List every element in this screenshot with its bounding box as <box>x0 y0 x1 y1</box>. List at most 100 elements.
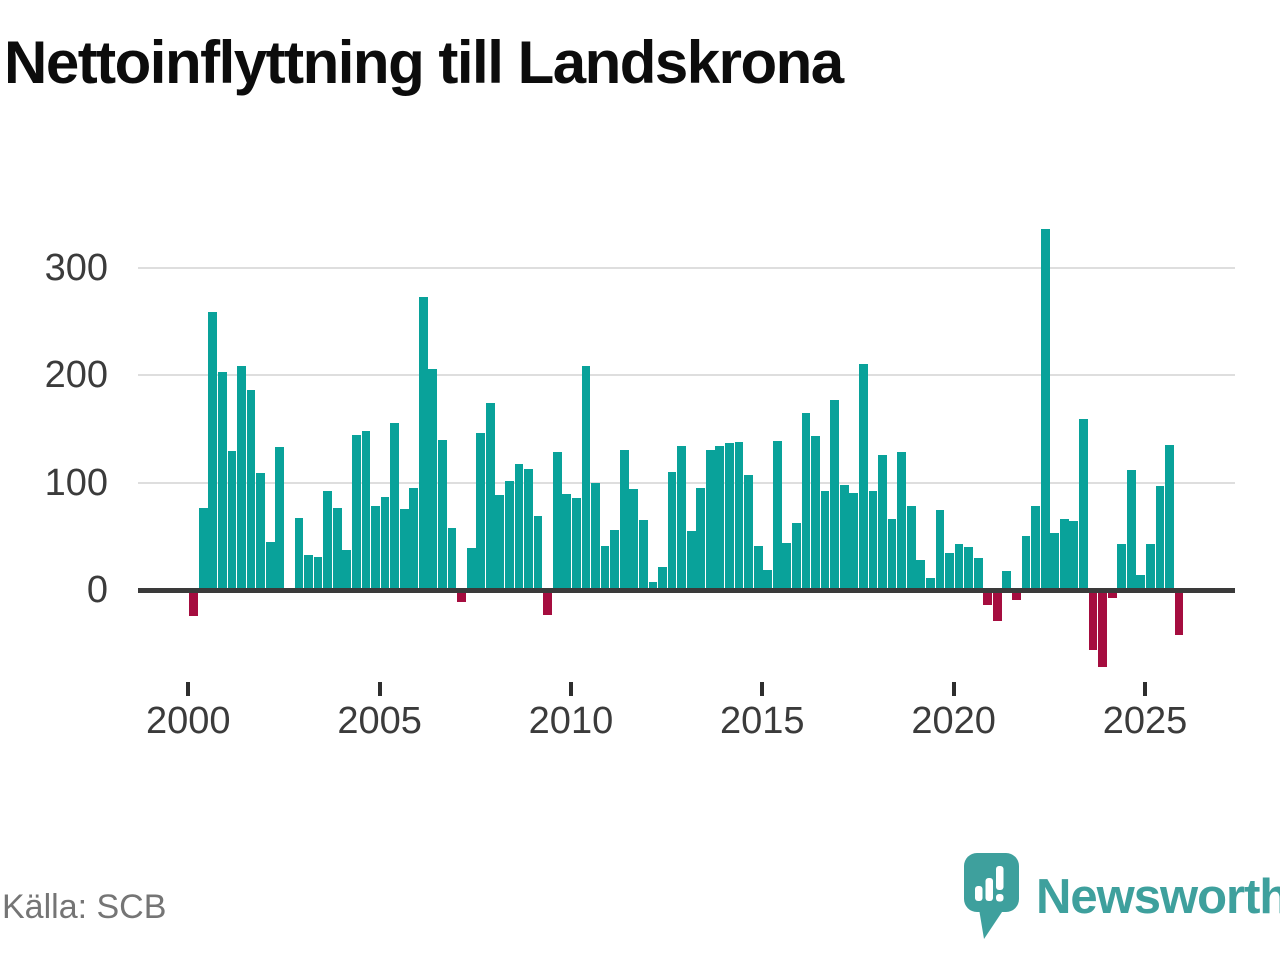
bar-2021Q4 <box>1021 536 1031 590</box>
bar-2002Q4 <box>294 518 304 590</box>
gridline-200 <box>138 374 1235 377</box>
bar-2010Q3 <box>591 482 600 590</box>
bar-2020Q4 <box>983 590 993 606</box>
bar-2003Q1 <box>304 554 313 590</box>
page-title: Nettoinflyttning till Landskrona <box>4 29 844 96</box>
bar-2018Q1 <box>878 454 887 590</box>
bar-2006Q3 <box>438 439 447 590</box>
bar-2022Q2 <box>1040 228 1050 590</box>
bar-2005Q4 <box>409 487 419 590</box>
bar-2024Q2 <box>1117 543 1127 590</box>
bar-2023Q4 <box>1098 590 1107 668</box>
bar-2014Q2 <box>734 441 744 590</box>
bar-2002Q1 <box>265 541 275 590</box>
y-axis-label-200: 200 <box>44 354 108 397</box>
bar-2021Q1 <box>992 590 1002 622</box>
bar-2015Q1 <box>763 569 773 590</box>
bar-2005Q2 <box>390 423 399 590</box>
bar-2008Q1 <box>495 495 505 590</box>
bar-2017Q2 <box>849 493 859 590</box>
bar-2016Q2 <box>811 436 820 590</box>
bar-2017Q1 <box>839 484 849 590</box>
x-axis-line <box>138 587 1235 593</box>
bar-2017Q4 <box>868 491 878 590</box>
x-axis-tick-2015 <box>760 682 765 696</box>
bar-2014Q3 <box>744 475 753 590</box>
y-axis-label-0: 0 <box>86 569 108 611</box>
gridline-100 <box>138 481 1235 484</box>
bar-2009Q4 <box>562 494 572 590</box>
bar-2019Q2 <box>925 578 935 590</box>
bar-2020Q2 <box>964 547 973 590</box>
bar-2016Q1 <box>801 412 811 590</box>
bar-2009Q1 <box>533 515 543 590</box>
bar-2024Q3 <box>1126 469 1136 590</box>
x-axis-label-2025: 2025 <box>1102 700 1188 742</box>
bar-2015Q4 <box>792 523 801 590</box>
bar-2011Q3 <box>629 488 639 590</box>
x-axis-tick-2005 <box>377 682 382 696</box>
bar-2023Q3 <box>1088 590 1098 651</box>
bar-2013Q2 <box>696 487 706 590</box>
bar-2002Q2 <box>275 447 285 590</box>
newsworthy-logo: Newsworthy <box>963 851 1280 951</box>
bar-2000Q3 <box>208 311 218 590</box>
bar-2010Q4 <box>600 545 610 590</box>
bar-2018Q3 <box>897 452 907 590</box>
bar-2001Q1 <box>227 451 237 590</box>
bar-2018Q2 <box>887 519 897 590</box>
bar-2019Q4 <box>945 553 954 590</box>
bar-2024Q4 <box>1136 574 1146 590</box>
bar-2019Q3 <box>935 510 945 590</box>
bar-2006Q1 <box>418 296 428 590</box>
bar-2003Q3 <box>323 491 333 590</box>
bar-2014Q1 <box>725 442 734 590</box>
bar-2012Q4 <box>677 446 686 590</box>
bar-2011Q2 <box>619 450 629 590</box>
bar-2006Q2 <box>428 368 438 590</box>
y-axis-label-100: 100 <box>44 461 108 504</box>
bar-2023Q2 <box>1079 419 1088 590</box>
bar-2007Q3 <box>476 433 486 590</box>
y-axis-label-300: 300 <box>44 246 108 289</box>
gridline-300 <box>138 266 1235 269</box>
bar-2022Q4 <box>1059 519 1069 590</box>
bar-2025Q1 <box>1145 543 1155 590</box>
bar-2004Q1 <box>342 550 352 590</box>
bar-2012Q2 <box>658 567 667 590</box>
bar-2008Q2 <box>505 481 514 590</box>
bar-2004Q4 <box>371 506 380 590</box>
x-axis-tick-2000 <box>186 682 191 696</box>
x-axis-label-2000: 2000 <box>146 700 231 742</box>
bar-2005Q1 <box>380 496 390 590</box>
x-axis-tick-2020 <box>951 682 956 696</box>
newsworthy-logo-text: Newsworthy <box>1036 870 1280 924</box>
x-axis-label-2015: 2015 <box>720 700 805 742</box>
bar-2011Q1 <box>610 529 620 590</box>
bar-2007Q1 <box>457 590 466 602</box>
bar-2025Q3 <box>1165 444 1174 590</box>
bar-2017Q3 <box>858 364 868 590</box>
bar-2021Q2 <box>1002 570 1012 590</box>
bar-2014Q4 <box>753 545 763 590</box>
bar-2013Q4 <box>715 446 725 590</box>
bar-2013Q3 <box>705 450 715 590</box>
bar-2015Q3 <box>782 542 792 590</box>
bar-2011Q4 <box>638 520 648 590</box>
bar-2004Q2 <box>351 435 361 590</box>
bar-2000Q2 <box>198 508 208 590</box>
bar-2000Q4 <box>218 371 227 590</box>
bar-2009Q2 <box>543 590 553 615</box>
bar-2010Q1 <box>571 497 581 590</box>
bar-2001Q3 <box>246 390 256 590</box>
bar-2019Q1 <box>916 559 926 590</box>
x-axis-label-2005: 2005 <box>337 700 422 742</box>
source-note: Källa: SCB <box>2 888 167 926</box>
bar-2013Q1 <box>686 530 696 590</box>
bar-2018Q4 <box>906 506 916 590</box>
bar-2000Q1 <box>189 590 199 616</box>
bar-2022Q3 <box>1050 533 1060 590</box>
bar-2008Q4 <box>524 468 533 590</box>
